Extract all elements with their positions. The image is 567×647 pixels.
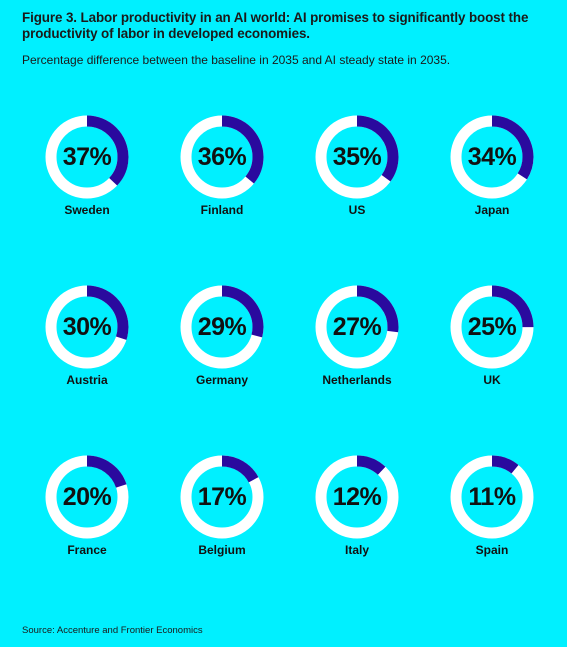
donut-value-austria: 30% bbox=[62, 313, 112, 341]
donut-label-italy: Italy bbox=[344, 543, 369, 557]
donut-value-belgium: 17% bbox=[197, 483, 247, 511]
donut-value-germany: 29% bbox=[197, 313, 247, 341]
donut-value-netherlands: 27% bbox=[332, 313, 382, 341]
donut-svg-japan bbox=[450, 115, 534, 199]
donut-germany: 29% Germany bbox=[167, 272, 277, 402]
donut-arc-us bbox=[315, 115, 399, 199]
donut-label-austria: Austria bbox=[66, 373, 108, 387]
donut-label-germany: Germany bbox=[195, 373, 249, 387]
donut-value-finland: 36% bbox=[197, 143, 247, 171]
donut-label-sweden: Sweden bbox=[64, 203, 110, 217]
donut-value-uk: 25% bbox=[467, 313, 517, 341]
donut-belgium: 17% Belgium bbox=[167, 442, 277, 572]
donut-value-spain: 11% bbox=[468, 483, 516, 511]
donut-spain: 11% Spain bbox=[437, 442, 547, 572]
chart-title: Figure 3. Labor productivity in an AI wo… bbox=[22, 10, 529, 41]
donut-svg-belgium bbox=[180, 455, 264, 539]
donut-arc-sweden bbox=[45, 115, 129, 199]
donut-svg-netherlands bbox=[315, 285, 399, 369]
donut-value-france: 20% bbox=[62, 483, 112, 511]
donut-label-netherlands: Netherlands bbox=[322, 373, 392, 387]
donut-svg-italy bbox=[315, 455, 399, 539]
donut-svg-us bbox=[315, 115, 399, 199]
donut-svg-spain bbox=[450, 455, 534, 539]
donut-us: 35% US bbox=[302, 102, 412, 232]
donut-sweden: 37% Sweden bbox=[32, 102, 142, 232]
donut-arc-italy bbox=[315, 455, 399, 539]
donut-svg-france bbox=[45, 455, 129, 539]
donut-label-finland: Finland bbox=[200, 203, 244, 217]
donut-arc-france bbox=[45, 455, 129, 539]
donut-svg-germany bbox=[180, 285, 264, 369]
donut-label-japan: Japan bbox=[474, 203, 510, 217]
donut-arc-finland bbox=[180, 115, 264, 199]
donut-label-uk: UK bbox=[483, 373, 501, 387]
donut-value-us: 35% bbox=[332, 143, 382, 171]
donut-austria: 30% Austria bbox=[32, 272, 142, 402]
donut-arc-uk bbox=[450, 285, 534, 369]
donut-arc-japan bbox=[450, 115, 534, 199]
donut-netherlands: 27% Netherlands bbox=[302, 272, 412, 402]
donut-arc-belgium bbox=[180, 455, 264, 539]
donut-label-spain: Spain bbox=[475, 543, 509, 557]
donut-value-japan: 34% bbox=[467, 143, 517, 171]
donut-svg-austria bbox=[45, 285, 129, 369]
donut-label-france: France bbox=[67, 543, 107, 557]
donut-arc-germany bbox=[180, 285, 264, 369]
donut-italy: 12% Italy bbox=[302, 442, 412, 572]
donut-arc-austria bbox=[45, 285, 129, 369]
donut-label-belgium: Belgium bbox=[198, 543, 246, 557]
donut-label-us: US bbox=[348, 203, 366, 217]
donut-svg-finland bbox=[180, 115, 264, 199]
donut-japan: 34% Japan bbox=[437, 102, 547, 232]
chart-subtitle: Percentage difference between the baseli… bbox=[22, 53, 451, 67]
donut-value-sweden: 37% bbox=[62, 143, 112, 171]
donut-svg-sweden bbox=[45, 115, 129, 199]
donut-arc-spain bbox=[450, 455, 534, 539]
source-note: Source: Accenture and Frontier Economics bbox=[22, 625, 203, 636]
donut-arc-netherlands bbox=[315, 285, 399, 369]
donut-value-italy: 12% bbox=[332, 483, 382, 511]
donut-france: 20% France bbox=[32, 442, 142, 572]
donut-svg-uk bbox=[450, 285, 534, 369]
donut-finland: 36% Finland bbox=[167, 102, 277, 232]
donut-uk: 25% UK bbox=[437, 272, 547, 402]
